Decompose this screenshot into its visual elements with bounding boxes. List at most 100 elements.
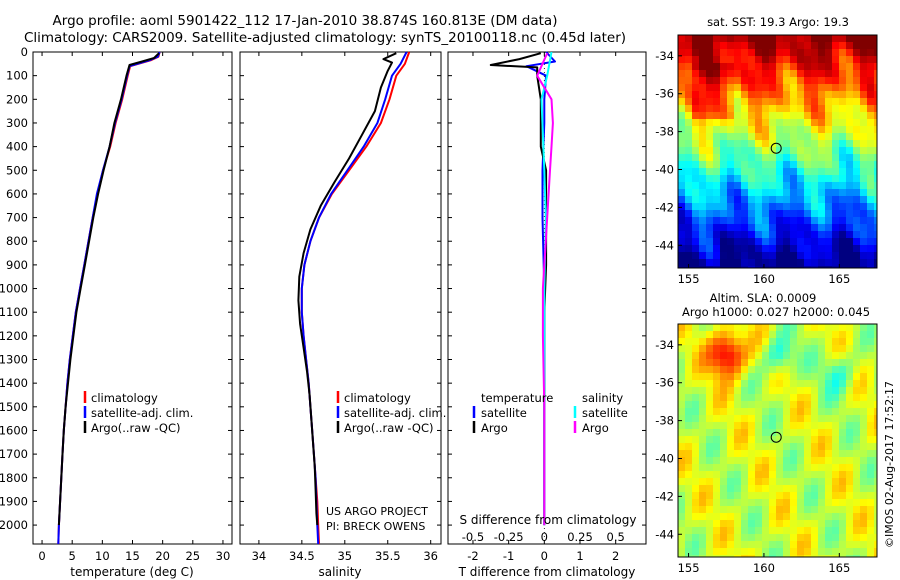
heatmap-cell: [762, 161, 770, 169]
heatmap-cell: [769, 485, 777, 493]
heatmap-cell: [832, 168, 840, 176]
heatmap-cell: [874, 252, 878, 260]
heatmap-cell: [685, 119, 693, 127]
heatmap-cell: [797, 338, 805, 346]
heatmap-cell: [685, 35, 693, 43]
heatmap-cell: [692, 77, 700, 85]
heatmap-cell: [804, 485, 812, 493]
heatmap-cell: [818, 105, 826, 113]
heatmap-cell: [783, 422, 791, 430]
heatmap-cell: [818, 140, 826, 148]
heatmap-cell: [853, 133, 861, 141]
heatmap-cell: [678, 98, 686, 106]
heatmap-cell: [685, 422, 693, 430]
heatmap-cell: [874, 548, 878, 556]
heatmap-cell: [825, 140, 833, 148]
heatmap-cell: [832, 380, 840, 388]
heatmap-cell: [853, 338, 861, 346]
heatmap-cell: [818, 112, 826, 120]
heatmap-cell: [790, 541, 798, 549]
heatmap-cell: [860, 401, 868, 409]
heatmap-cell: [748, 520, 756, 528]
heatmap-cell: [839, 63, 847, 71]
heatmap-cell: [734, 436, 742, 444]
heatmap-cell: [860, 443, 868, 451]
heatmap-cell: [706, 534, 714, 542]
heatmap-cell: [755, 422, 763, 430]
heatmap-cell: [839, 415, 847, 423]
heatmap-cell: [804, 555, 812, 558]
heatmap-cell: [713, 189, 721, 197]
heatmap-cell: [741, 352, 749, 360]
heatmap-cell: [678, 70, 686, 78]
heatmap-cell: [776, 366, 784, 374]
heatmap-cell: [867, 266, 875, 269]
heatmap-cell: [699, 534, 707, 542]
title-line-2: Climatology: CARS2009. Satellite-adjuste…: [24, 30, 626, 46]
heatmap-cell: [776, 91, 784, 99]
heatmap-cell: [846, 457, 854, 465]
heatmap-cell: [748, 168, 756, 176]
heatmap-cell: [790, 112, 798, 120]
heatmap-cell: [839, 119, 847, 127]
heatmap-cell: [867, 35, 875, 43]
heatmap-cell: [818, 133, 826, 141]
heatmap-cell: [797, 63, 805, 71]
heatmap-cell: [825, 408, 833, 416]
heatmap-cell: [797, 527, 805, 535]
heatmap-cell: [853, 345, 861, 353]
heatmap-cell: [797, 210, 805, 218]
heatmap-cell: [727, 140, 735, 148]
heatmap-cell: [790, 324, 798, 332]
sst-map-title: sat. SST: 19.3 Argo: 19.3: [707, 15, 849, 29]
heatmap-cell: [734, 492, 742, 500]
heatmap-cell: [867, 478, 875, 486]
heatmap-cell: [811, 541, 819, 549]
heatmap-cell: [678, 331, 686, 339]
heatmap-cell: [797, 224, 805, 232]
heatmap-cell: [685, 359, 693, 367]
heatmap-cell: [692, 168, 700, 176]
heatmap-cell: [860, 161, 868, 169]
heatmap-cell: [804, 366, 812, 374]
heatmap-cell: [839, 520, 847, 528]
heatmap-cell: [860, 331, 868, 339]
x-tick-label: 0: [541, 549, 548, 563]
heatmap-cell: [748, 266, 756, 269]
heatmap-cell: [699, 203, 707, 211]
heatmap-cell: [783, 161, 791, 169]
heatmap-cell: [699, 345, 707, 353]
heatmap-cell: [804, 266, 812, 269]
heatmap-cell: [699, 429, 707, 437]
heatmap-cell: [713, 105, 721, 113]
heatmap-cell: [755, 147, 763, 155]
heatmap-cell: [853, 408, 861, 416]
heatmap-cell: [685, 245, 693, 253]
heatmap-cell: [762, 252, 770, 260]
heatmap-cell: [783, 520, 791, 528]
heatmap-cell: [811, 91, 819, 99]
temperature-panel: 0 5 10 15 20 25 30 temperature (deg C) climato…: [32, 51, 233, 579]
heatmap-cell: [818, 259, 826, 267]
heatmap-cell: [678, 217, 686, 225]
heatmap-cell: [692, 126, 700, 134]
heatmap-cell: [776, 133, 784, 141]
heatmap-cell: [874, 119, 878, 127]
heatmap-cell: [846, 478, 854, 486]
heatmap-cell: [867, 359, 875, 367]
heatmap-cell: [818, 168, 826, 176]
heatmap-cell: [860, 457, 868, 465]
heatmap-cell: [811, 35, 819, 43]
heatmap-cell: [755, 112, 763, 120]
heatmap-cell: [692, 492, 700, 500]
heatmap-cell: [874, 359, 878, 367]
heatmap-cell: [734, 98, 742, 106]
heatmap-cell: [755, 210, 763, 218]
heatmap-cell: [783, 147, 791, 155]
heatmap-cell: [776, 555, 784, 558]
heatmap-cell: [790, 373, 798, 381]
heatmap-cell: [762, 499, 770, 507]
heatmap-cell: [748, 84, 756, 92]
heatmap-cell: [874, 366, 878, 374]
heatmap-cell: [839, 331, 847, 339]
